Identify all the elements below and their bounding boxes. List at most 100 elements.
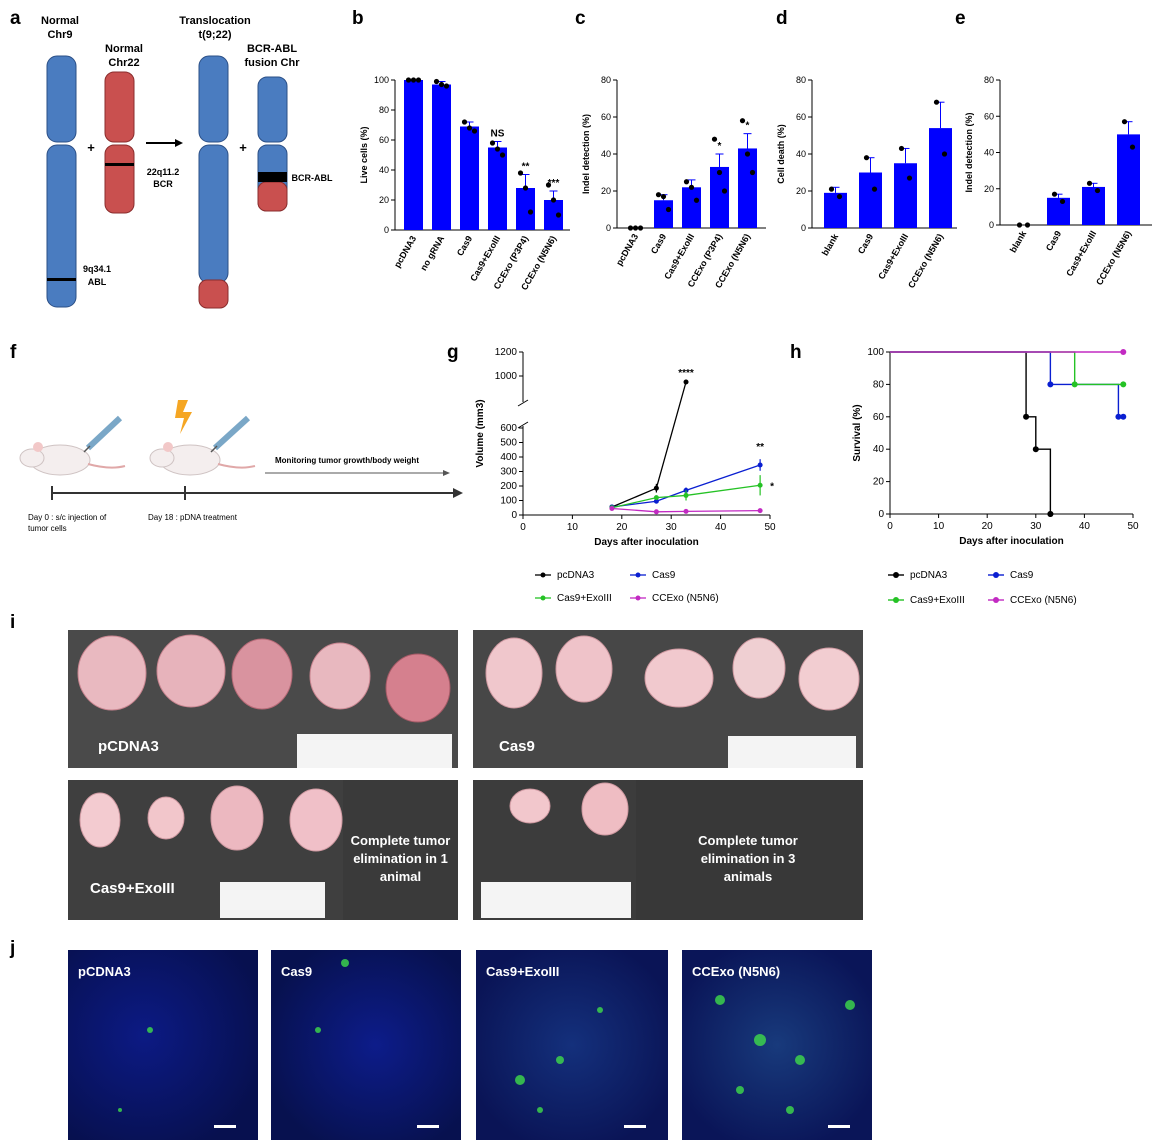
monitoring-text: Monitoring tumor growth/body weight bbox=[275, 456, 419, 465]
elimination-note-1-line-2: elimination in 1 bbox=[353, 851, 448, 866]
significance-label: * bbox=[746, 121, 750, 132]
bar bbox=[710, 166, 729, 228]
y-tick-label: 80 bbox=[379, 105, 389, 115]
y-tick-label: 20 bbox=[873, 477, 885, 488]
category-label: blank bbox=[820, 231, 841, 257]
y-tick-label: 400 bbox=[500, 452, 517, 463]
legend-label: Cas9 bbox=[1010, 570, 1034, 581]
tumor-photo-cas9: Cas9 bbox=[473, 630, 863, 768]
y-tick-label: 100 bbox=[374, 75, 389, 85]
x-tick-label: 40 bbox=[1079, 521, 1091, 532]
y-axis-label: Live cells (%) bbox=[359, 126, 369, 183]
y-tick-label: 0 bbox=[606, 223, 611, 233]
category-label: Cas9+ExoIII bbox=[876, 232, 910, 281]
data-point bbox=[438, 81, 445, 88]
data-point bbox=[461, 119, 468, 125]
legend-marker bbox=[893, 572, 899, 578]
y-tick-label: 0 bbox=[801, 223, 806, 233]
legend-marker bbox=[635, 572, 641, 578]
translocated-chr22-fragment bbox=[198, 279, 229, 309]
bar bbox=[929, 128, 952, 228]
significance-label: **** bbox=[678, 368, 694, 379]
y-tick-label: 1200 bbox=[495, 347, 518, 358]
significance-label: * bbox=[770, 481, 774, 492]
legend-marker bbox=[635, 595, 641, 601]
data-point bbox=[898, 145, 905, 152]
y-tick-label: 500 bbox=[500, 438, 517, 449]
axis-break-mark bbox=[517, 399, 529, 407]
event-marker bbox=[1071, 381, 1078, 388]
y-tick-label: 40 bbox=[873, 444, 885, 455]
bar bbox=[488, 147, 507, 230]
x-axis-label: Days after inoculation bbox=[959, 536, 1063, 547]
plus-sign-2: + bbox=[239, 140, 247, 155]
data-point bbox=[933, 99, 940, 105]
data-point bbox=[545, 182, 552, 188]
data-point bbox=[517, 170, 524, 176]
day0-label-2: tumor cells bbox=[28, 524, 67, 533]
legend-marker bbox=[993, 572, 999, 578]
scale-bar-1 bbox=[214, 1125, 236, 1128]
y-tick-label: 40 bbox=[796, 149, 806, 159]
translocation-title-1: Translocation bbox=[179, 15, 251, 27]
micrograph-label-ccexo: CCExo (N5N6) bbox=[692, 964, 781, 979]
treatment-timeline: Monitoring tumor growth/body weight Day … bbox=[19, 400, 463, 533]
lightning-icon bbox=[175, 400, 192, 434]
elimination-note-1-line-1: Complete tumor bbox=[350, 833, 451, 848]
translocated-chr9-long-arm bbox=[198, 144, 229, 284]
category-label: Cas9 bbox=[455, 234, 474, 258]
translocation-title-2: t(9;22) bbox=[198, 29, 231, 41]
series-line bbox=[611, 381, 687, 508]
bcr-band-label-1: 22q11.2 bbox=[147, 167, 180, 177]
data-point bbox=[655, 192, 662, 198]
data-point bbox=[405, 77, 412, 83]
data-point bbox=[627, 225, 634, 231]
tumor-photo-cas9-exoiii: Cas9+ExoIII Complete tumor elimination i… bbox=[68, 780, 458, 920]
significance-label: * bbox=[718, 141, 722, 152]
category-label: pcDNA3 bbox=[614, 232, 640, 267]
y-tick-label: 60 bbox=[984, 111, 994, 121]
tumor-photo-pcdna3: pCDNA3 bbox=[68, 630, 458, 768]
y-tick-label: 20 bbox=[796, 186, 806, 196]
chr22-short-arm bbox=[104, 71, 135, 143]
data-point bbox=[1086, 180, 1093, 186]
legend-marker bbox=[540, 572, 546, 578]
series-line bbox=[611, 484, 761, 509]
panel-label-h: h bbox=[790, 342, 802, 363]
legend-label: pcDNA3 bbox=[910, 570, 948, 581]
data-point bbox=[632, 225, 639, 231]
elimination-note-1-line-3: animal bbox=[379, 869, 422, 884]
survival-curve bbox=[890, 351, 1124, 386]
axis-break-mark bbox=[517, 421, 529, 429]
event-marker bbox=[1023, 413, 1030, 420]
panel-label-e: e bbox=[955, 8, 966, 29]
x-tick-label: 50 bbox=[1127, 521, 1139, 532]
data-point bbox=[1016, 222, 1023, 228]
y-axis-label: Indel detection (%) bbox=[581, 114, 591, 194]
data-point bbox=[466, 125, 473, 131]
day0-label: Day 0 : s/c injection of bbox=[28, 513, 107, 522]
data-point bbox=[637, 225, 644, 231]
syringe-2-icon bbox=[210, 415, 251, 453]
data-point bbox=[1121, 119, 1128, 125]
scale-bar-4 bbox=[828, 1125, 850, 1128]
fusion-title-2: fusion Chr bbox=[245, 57, 301, 69]
data-point bbox=[906, 175, 913, 181]
translocated-chr9-short-arm bbox=[198, 55, 229, 143]
y-tick-label: 1000 bbox=[495, 371, 518, 382]
data-point bbox=[683, 179, 690, 185]
y-tick-label: 80 bbox=[873, 379, 885, 390]
y-tick-label: 40 bbox=[601, 149, 611, 159]
x-tick-label: 50 bbox=[764, 522, 776, 533]
y-tick-label: 20 bbox=[601, 186, 611, 196]
elimination-note-2: Complete tumor elimination in 3 animals bbox=[663, 832, 833, 886]
y-tick-label: 200 bbox=[500, 481, 517, 492]
data-point bbox=[471, 128, 478, 134]
category-label: Cas9 bbox=[649, 232, 668, 256]
y-tick-label: 80 bbox=[796, 75, 806, 85]
y-axis-label: Volume (mm3) bbox=[475, 399, 486, 467]
scale-bar-2 bbox=[417, 1125, 439, 1128]
x-tick-label: 40 bbox=[715, 522, 727, 533]
elimination-note-2-line-1: Complete tumor bbox=[698, 833, 798, 848]
data-point bbox=[688, 184, 695, 190]
